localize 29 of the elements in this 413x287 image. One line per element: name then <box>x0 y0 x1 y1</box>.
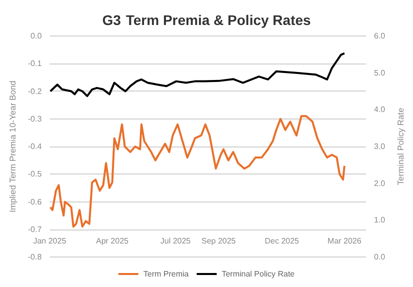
y-tick-label: -0.7 <box>28 224 42 234</box>
y-tick-label: 0.0 <box>30 32 42 40</box>
y2-tick-label: 0.0 <box>374 252 386 262</box>
y-tick-label: -0.5 <box>28 170 42 179</box>
y2-axis-title: Terminal Policy Rate <box>396 108 406 186</box>
y-tick-label: -0.8 <box>28 252 42 262</box>
line-series <box>49 52 346 98</box>
y-tick-label: -0.4 <box>28 142 42 151</box>
y-tick-label: -0.2 <box>28 86 42 96</box>
y-tick-label: -0.6 <box>28 197 42 206</box>
y-tick-label: -0.1 <box>28 59 42 68</box>
x-tick-label: Jan 2025 <box>33 236 67 246</box>
y-axis-title: Implied Term Premia 10-Year Bond <box>8 80 18 212</box>
line-series <box>49 115 346 228</box>
y2-tick-label: 3.0 <box>374 142 386 151</box>
y2-tick-label: 4.0 <box>374 105 386 114</box>
chart-title: G3 Term Premia & Policy Rates <box>102 12 312 28</box>
legend-label: Term Premia <box>143 270 190 278</box>
x-tick-label: Sep 2025 <box>201 236 236 246</box>
y2-tick-label: 2.0 <box>374 178 386 188</box>
y2-tick-label: 5.0 <box>374 68 386 78</box>
y2-tick-label: 6.0 <box>374 32 386 40</box>
x-tick-label: Jul 2025 <box>160 236 192 246</box>
legend-label: Terminal Policy Rate <box>222 270 296 278</box>
x-tick-label: Mar 2026 <box>328 236 362 246</box>
x-tick-label: Dec 2025 <box>264 236 300 246</box>
y2-tick-label: 1.0 <box>374 216 386 225</box>
x-tick-label: Apr 2025 <box>96 236 130 246</box>
y-tick-label: -0.3 <box>28 114 42 124</box>
